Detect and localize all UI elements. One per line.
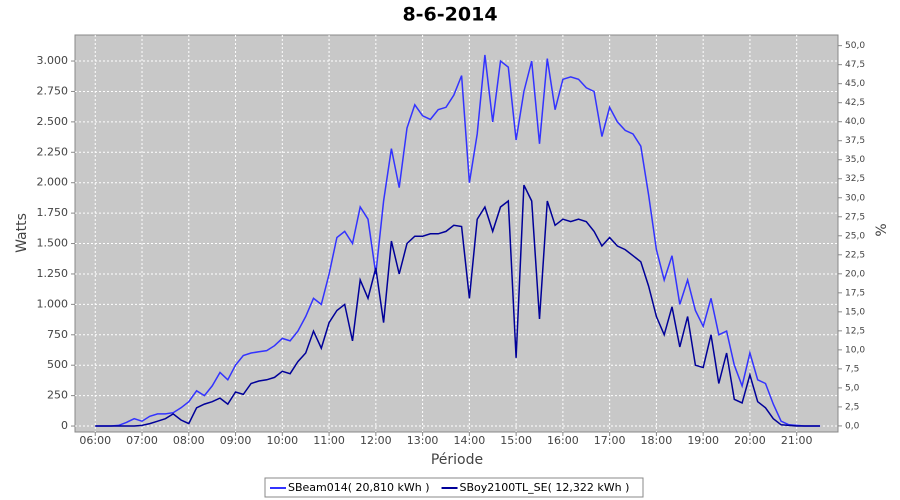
- y-tick-label: 2.750: [37, 84, 69, 97]
- y2-tick-label: 27,5: [845, 212, 865, 222]
- x-tick-label: 11:00: [313, 434, 345, 447]
- y2-tick-label: 32,5: [845, 174, 865, 184]
- y-tick-label: 500: [47, 358, 68, 371]
- legend-label: SBeam014( 20,810 kWh ): [288, 481, 430, 494]
- y-tick-label: 1.500: [37, 237, 69, 250]
- y-tick-label: 250: [47, 389, 68, 402]
- y2-tick-label: 37,5: [845, 136, 865, 146]
- x-tick-label: 14:00: [454, 434, 486, 447]
- x-tick-label: 09:00: [220, 434, 252, 447]
- y2-tick-label: 17,5: [845, 288, 865, 298]
- plot-area: [74, 34, 839, 433]
- y2-tick-label: 20,0: [845, 269, 865, 279]
- y2-tick-label: 45,0: [845, 79, 865, 89]
- x-tick-label: 20:00: [734, 434, 766, 447]
- x-tick-label: 07:00: [126, 434, 158, 447]
- y2-tick-label: 25,0: [845, 231, 865, 241]
- y-tick-label: 1.750: [37, 206, 69, 219]
- y2-tick-label: 12,5: [845, 326, 865, 336]
- y-tick-label: 2.000: [37, 176, 69, 189]
- x-tick-label: 16:00: [547, 434, 579, 447]
- x-tick-label: 15:00: [500, 434, 532, 447]
- y2-tick-label: 15,0: [845, 307, 865, 317]
- y2-tick-label: 22,5: [845, 250, 865, 260]
- x-tick-label: 18:00: [641, 434, 673, 447]
- y2-tick-label: 10,0: [845, 345, 865, 355]
- y-tick-label: 1.000: [37, 297, 69, 310]
- y2-tick-label: 7,5: [845, 364, 859, 374]
- y-tick-label: 750: [47, 328, 68, 341]
- series-line: [95, 54, 821, 427]
- y2-tick-label: 47,5: [845, 60, 865, 70]
- x-tick-label: 12:00: [360, 434, 392, 447]
- y2-tick-label: 40,0: [845, 117, 865, 127]
- y-axis-label: Watts: [14, 213, 30, 253]
- y-tick-label: 0: [61, 419, 68, 432]
- x-tick-label: 06:00: [79, 434, 111, 447]
- y2-tick-label: 30,0: [845, 193, 865, 203]
- y2-tick-label: 42,5: [845, 98, 865, 108]
- chart-title: 8-6-2014: [402, 4, 497, 26]
- y2-tick-label: 5,0: [845, 383, 860, 393]
- y2-tick-label: 35,0: [845, 155, 865, 165]
- y2-tick-label: 50,0: [845, 41, 865, 51]
- x-tick-label: 21:00: [781, 434, 813, 447]
- series-line: [95, 184, 821, 427]
- x-axis-label: Période: [431, 452, 483, 468]
- x-tick-label: 17:00: [594, 434, 626, 447]
- x-tick-label: 13:00: [407, 434, 439, 447]
- x-tick-label: 08:00: [173, 434, 205, 447]
- y-tick-label: 3.000: [37, 54, 69, 67]
- y2-axis-label: %: [874, 223, 890, 236]
- legend-label: SBoy2100TL_SE( 12,322 kWh ): [460, 481, 630, 494]
- x-tick-label: 10:00: [266, 434, 298, 447]
- y-tick-label: 2.500: [37, 115, 69, 128]
- y2-tick-label: 0,0: [845, 421, 860, 431]
- y-tick-label: 1.250: [37, 267, 69, 280]
- x-tick-label: 19:00: [687, 434, 719, 447]
- y-tick-label: 2.250: [37, 145, 69, 158]
- y2-tick-label: 2,5: [845, 402, 859, 412]
